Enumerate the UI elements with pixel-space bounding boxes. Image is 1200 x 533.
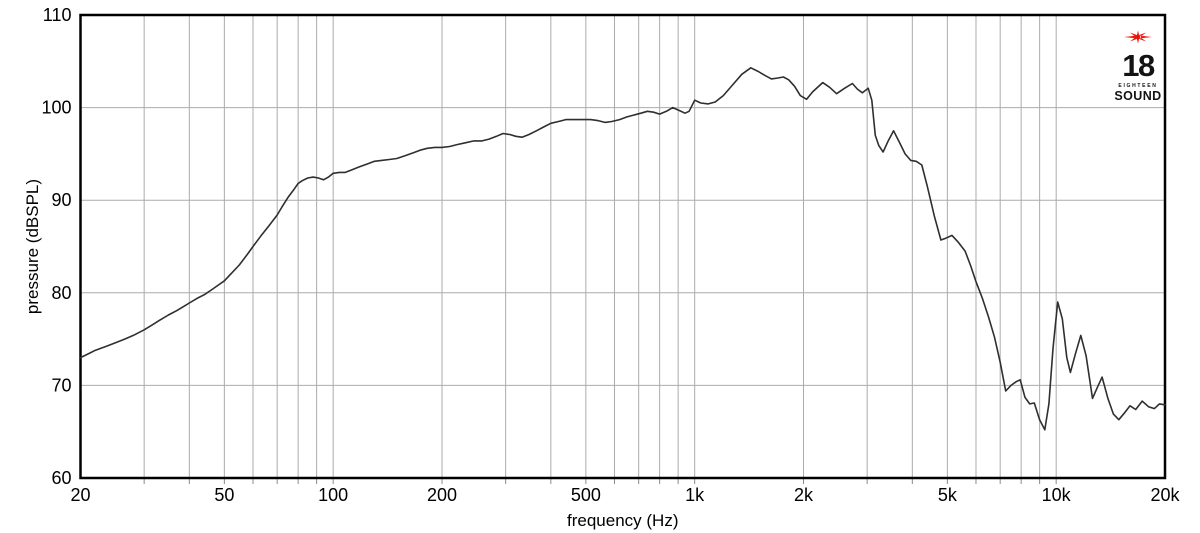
x-tick-label: 20: [70, 485, 90, 505]
x-tick-label: 200: [427, 485, 457, 505]
star-icon: [1123, 29, 1153, 45]
logo-number: 18: [1122, 48, 1155, 83]
plot-frame: [79, 13, 1167, 480]
x-axis-title: frequency (Hz): [567, 511, 678, 530]
eighteen-sound-logo: 18 EIGHTEEN SOUND: [1112, 29, 1164, 103]
x-tick-label: 500: [571, 485, 601, 505]
y-tick-label: 80: [51, 283, 71, 303]
x-tick-label: 2k: [794, 485, 814, 505]
x-tick-label: 1k: [685, 485, 705, 505]
x-tick-label: 50: [214, 485, 234, 505]
x-tick-label: 10k: [1042, 485, 1072, 505]
x-tick-label: 5k: [938, 485, 958, 505]
x-tick-label: 100: [318, 485, 348, 505]
y-tick-label: 70: [51, 375, 71, 395]
y-tick-label: 110: [43, 5, 72, 25]
y-axis-title: pressure (dBSPL): [23, 179, 42, 314]
logo-brand: SOUND: [1114, 89, 1162, 103]
y-tick-label: 90: [51, 190, 71, 210]
response-curve: [79, 67, 1166, 431]
y-tick-label: 60: [51, 468, 71, 488]
logo-brand-small: EIGHTEEN: [1118, 83, 1158, 89]
y-tick-label: 100: [41, 98, 71, 118]
x-tick-label: 20k: [1150, 485, 1180, 505]
